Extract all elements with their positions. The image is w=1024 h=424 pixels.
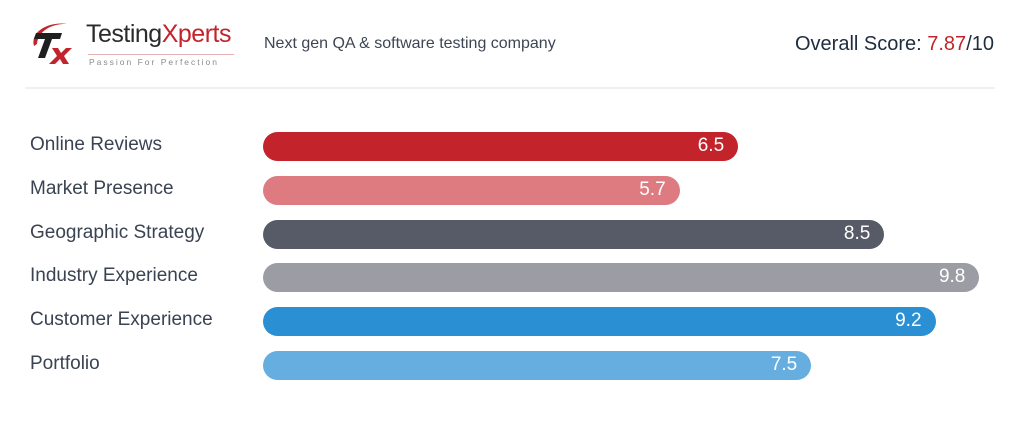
overall-score-label: Overall Score: (794, 33, 928, 55)
logo-wordmark: TestingXperts (86, 20, 231, 48)
bar-value-label: 8.5 (843, 222, 871, 244)
overall-score-suffix: /10 (966, 33, 994, 55)
category-label: Customer Experience (30, 309, 213, 331)
logo-divider (88, 54, 234, 55)
bar (263, 351, 812, 380)
testingxperts-logo-icon (33, 23, 72, 64)
header-divider (25, 87, 995, 89)
overall-score: Overall Score: 7.87/10 (795, 33, 994, 56)
overall-score-value: 7.87 (927, 33, 967, 55)
bar-value-label: 5.7 (639, 178, 666, 200)
bar-value-label: 9.8 (938, 266, 966, 288)
category-label: Portfolio (30, 353, 100, 374)
bar-value-label: 6.5 (697, 135, 725, 156)
bar (263, 219, 885, 249)
bar (263, 132, 739, 161)
company-logo: TestingXperts Passion For Perfection (28, 18, 238, 68)
company-tagline: Next gen QA & software testing company (264, 35, 556, 52)
bar-value-label: 9.2 (895, 310, 922, 332)
bar (263, 175, 680, 205)
bar-value-label: 7.5 (770, 354, 798, 375)
category-label: Geographic Strategy (30, 221, 205, 243)
bar (263, 307, 936, 337)
category-label: Industry Experience (30, 265, 198, 287)
category-label: Market Presence (30, 177, 174, 199)
header: TestingXperts Passion For Perfection Nex… (0, 0, 1024, 88)
category-label: Online Reviews (30, 134, 162, 155)
bar (263, 263, 980, 293)
logo-tagline: Passion For Perfection (89, 57, 219, 67)
